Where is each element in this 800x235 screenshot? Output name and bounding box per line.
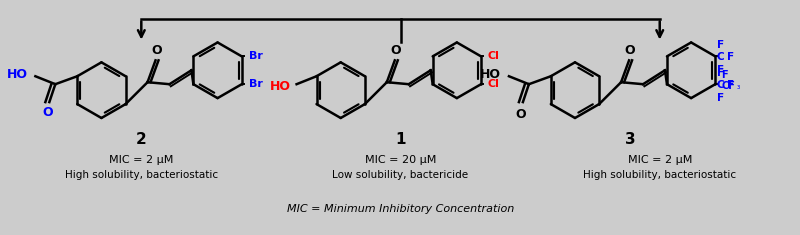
Text: Br: Br <box>249 51 262 61</box>
Text: F: F <box>717 93 724 103</box>
Text: Cl: Cl <box>487 79 499 89</box>
Text: ₃: ₃ <box>736 82 739 91</box>
Text: F: F <box>727 80 734 90</box>
Text: MIC = 20 μM: MIC = 20 μM <box>365 155 436 165</box>
Text: MIC = Minimum Inhibitory Concentration: MIC = Minimum Inhibitory Concentration <box>287 204 514 215</box>
Text: CF: CF <box>722 81 735 91</box>
Text: O: O <box>625 44 635 57</box>
Text: F: F <box>727 52 734 62</box>
Text: HO: HO <box>480 68 501 81</box>
Text: O: O <box>390 44 401 57</box>
Text: F: F <box>717 65 724 75</box>
Text: High solubility, bacteriostatic: High solubility, bacteriostatic <box>583 170 736 180</box>
Text: F: F <box>717 40 724 50</box>
Text: MIC = 2 μM: MIC = 2 μM <box>627 155 692 165</box>
Text: Br: Br <box>249 79 262 89</box>
Text: O: O <box>151 44 162 57</box>
Text: O: O <box>42 106 53 119</box>
Text: O: O <box>515 108 526 121</box>
Text: High solubility, bacteriostatic: High solubility, bacteriostatic <box>65 170 218 180</box>
Text: C: C <box>717 80 724 90</box>
Text: HO: HO <box>6 68 27 81</box>
Text: HO: HO <box>270 80 290 93</box>
Text: C: C <box>717 52 724 62</box>
Text: F: F <box>717 68 724 78</box>
Text: F: F <box>722 70 728 80</box>
Text: 3: 3 <box>625 132 635 147</box>
Text: Cl: Cl <box>487 51 499 61</box>
Text: 2: 2 <box>136 132 146 147</box>
Text: MIC = 2 μM: MIC = 2 μM <box>109 155 174 165</box>
Text: 1: 1 <box>395 132 406 147</box>
Text: Low solubility, bactericide: Low solubility, bactericide <box>333 170 469 180</box>
